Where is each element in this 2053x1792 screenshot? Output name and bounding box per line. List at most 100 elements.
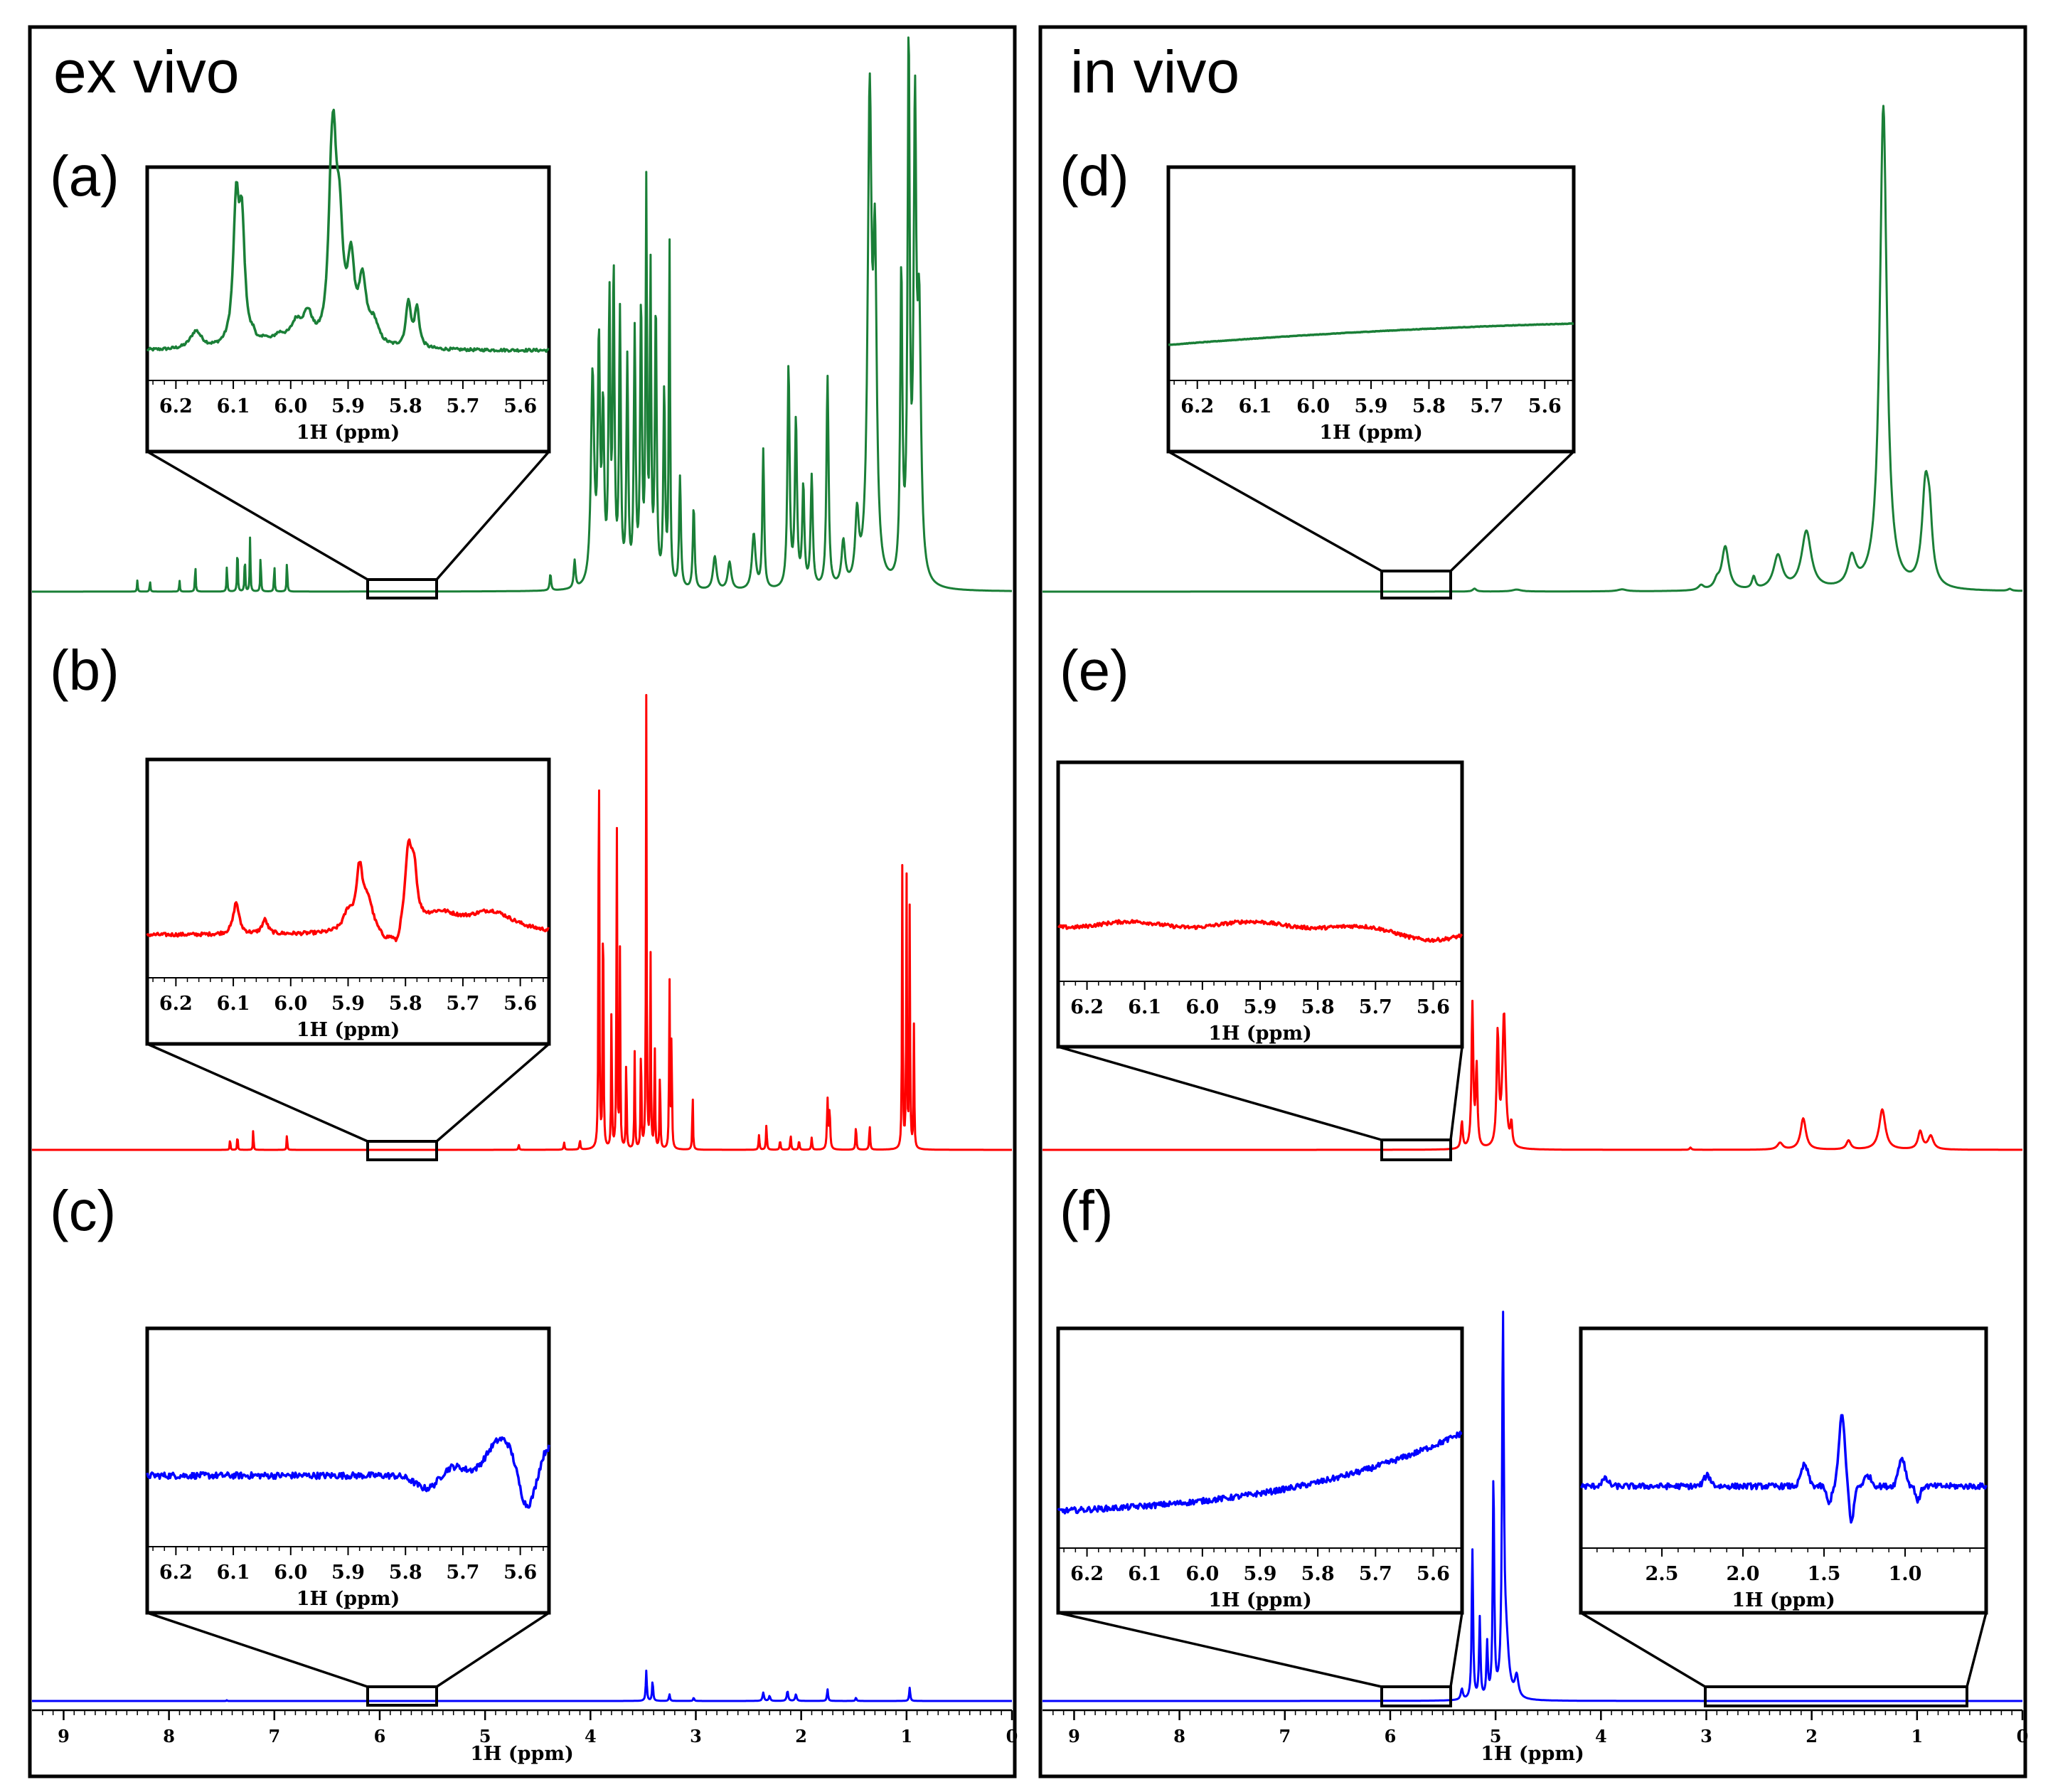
spectrum-trace-d (1042, 105, 2023, 593)
main-tick-label: 2 (1806, 1726, 1818, 1746)
inset-frame (1579, 1326, 1988, 1615)
zoom-connector-left (1057, 1045, 1382, 1141)
inset-tick-label: 6.1 (217, 993, 250, 1015)
inset-tick-label: 6.0 (274, 993, 307, 1015)
main-tick-label: 4 (585, 1726, 597, 1746)
insets-layer: 6.2 6.1 6.0 5.9 5.8 5.7 5.6 1H (ppm) 6.2 6.1 6.0 5.… (145, 108, 1988, 1615)
main-tick-label: 7 (1279, 1726, 1291, 1746)
inset-tick-label: 5.8 (1412, 395, 1446, 417)
inset-axis-label: 1H (ppm) (1732, 1589, 1835, 1611)
inset-tick-label: 6.2 (1070, 1563, 1104, 1585)
spectrum-trace-e (1042, 999, 2023, 1151)
inset-axis-label: 1H (ppm) (1208, 1023, 1312, 1045)
inset-tick-label: 2.5 (1646, 1563, 1679, 1585)
inset-tick-label: 5.6 (1417, 1563, 1450, 1585)
zoom-box (366, 578, 438, 599)
inset-f2: 2.5 2.0 1.5 1.0 1H (ppm) (1579, 1326, 1988, 1615)
inset-frame (1166, 165, 1576, 454)
main-tick-label: 1 (1911, 1726, 1923, 1746)
main-tick-label: 4 (1595, 1726, 1607, 1746)
main-axis-label: 1H (ppm) (1481, 1743, 1584, 1765)
main-tick-label: 0 (2017, 1726, 2029, 1746)
main-tick-label: 9 (58, 1726, 70, 1746)
spectrum-trace-a (31, 36, 1013, 593)
in-vivo-title: in vivo (1070, 38, 1239, 105)
zoom-connector-left (1057, 1611, 1382, 1688)
inset-tick-label: 1.5 (1808, 1563, 1841, 1585)
main-tick-label: 5 (479, 1726, 491, 1746)
main-tick-label: 8 (163, 1726, 175, 1746)
zoom-connector-right (1449, 1612, 1463, 1687)
inset-tick-label: 5.9 (1244, 996, 1277, 1018)
spectra-layer (31, 36, 2023, 1702)
inset-tick-label: 5.9 (331, 1562, 365, 1584)
inset-axis-label: 1H (ppm) (297, 1588, 400, 1610)
inset-trace (146, 838, 550, 942)
zoom-box (1380, 570, 1452, 599)
inset-tick-label: 6.1 (217, 1562, 250, 1584)
main-tick-label: 6 (374, 1726, 386, 1746)
zoom-box (1704, 1685, 1968, 1707)
inset-tick-label: 5.8 (389, 395, 422, 417)
inset-e: 6.2 6.1 6.0 5.9 5.8 5.7 5.6 1H (ppm) (1056, 760, 1464, 1049)
inset-axis-label: 1H (ppm) (1319, 422, 1423, 444)
inset-tick-label: 5.9 (331, 395, 365, 417)
inset-tick-label: 5.7 (446, 395, 479, 417)
spectrum-trace-f (1042, 1311, 2023, 1702)
inset-frame (145, 165, 551, 454)
panel-label-f: (f) (1060, 1179, 1114, 1242)
inset-tick-label: 6.1 (1239, 395, 1272, 417)
zoom-connector-right (435, 450, 550, 581)
zoom-connector-right (435, 1042, 550, 1143)
inset-trace (1579, 1414, 1988, 1524)
spectrum-trace-b (31, 693, 1013, 1151)
ex-vivo-title: ex vivo (53, 38, 239, 105)
inset-frame (145, 757, 551, 1046)
inset-tick-label: 2.0 (1727, 1563, 1760, 1585)
inset-tick-label: 6.2 (159, 395, 193, 417)
inset-tick-label: 1.0 (1889, 1563, 1922, 1585)
inset-tick-label: 6.0 (274, 395, 307, 417)
panel-label-d: (d) (1060, 144, 1129, 208)
inset-tick-label: 6.0 (1296, 395, 1330, 417)
zoom-box (1380, 1685, 1452, 1707)
inset-tick-label: 5.8 (1301, 996, 1335, 1018)
inset-tick-label: 5.6 (503, 993, 537, 1015)
zoom-connector-left (146, 450, 368, 581)
inset-tick-label: 6.0 (1185, 996, 1219, 1018)
inset-trace (146, 1436, 550, 1509)
panel-label-b: (b) (50, 639, 119, 702)
main-tick-label: 6 (1385, 1726, 1397, 1746)
inset-d: 6.2 6.1 6.0 5.9 5.8 5.7 5.6 1H (ppm) (1166, 165, 1576, 454)
ex-vivo-frame (28, 25, 1017, 1778)
zoom-box (1380, 1138, 1452, 1161)
inset-axis-label: 1H (ppm) (1208, 1589, 1312, 1611)
labels-layer: (a) (b) (c) (d) (e) (f) (50, 144, 1129, 1242)
zoom-connector-left (146, 1042, 368, 1143)
inset-a: 6.2 6.1 6.0 5.9 5.8 5.7 5.6 1H (ppm) (145, 108, 551, 454)
inset-tick-label: 6.1 (1128, 996, 1161, 1018)
inset-f: 6.2 6.1 6.0 5.9 5.8 5.7 5.6 1H (ppm) (1056, 1326, 1464, 1615)
spectrum-trace-c (31, 1669, 1013, 1702)
inset-tick-label: 6.0 (1185, 1563, 1219, 1585)
inset-trace (1057, 1431, 1463, 1515)
panel-label-a: (a) (50, 144, 119, 208)
main-tick-label: 3 (1700, 1726, 1712, 1746)
zoom-connector-right (1449, 450, 1575, 572)
main-tick-label: 2 (795, 1726, 807, 1746)
inset-tick-label: 5.7 (1359, 1563, 1392, 1585)
main-tick-label: 0 (1006, 1726, 1018, 1746)
inset-tick-label: 6.2 (1070, 996, 1104, 1018)
panel-label-c: (c) (50, 1179, 116, 1242)
inset-axis-label: 1H (ppm) (297, 422, 400, 444)
inset-tick-label: 5.6 (503, 1562, 537, 1584)
main-tick-label: 3 (690, 1726, 702, 1746)
inset-tick-label: 6.2 (159, 1562, 193, 1584)
inset-tick-label: 5.8 (389, 1562, 422, 1584)
inset-tick-label: 5.9 (331, 993, 365, 1015)
main-tick-label: 1 (900, 1726, 912, 1746)
panel-label-e: (e) (1060, 639, 1129, 702)
zoom-connector-right (436, 1611, 550, 1688)
inset-tick-label: 5.7 (446, 993, 479, 1015)
